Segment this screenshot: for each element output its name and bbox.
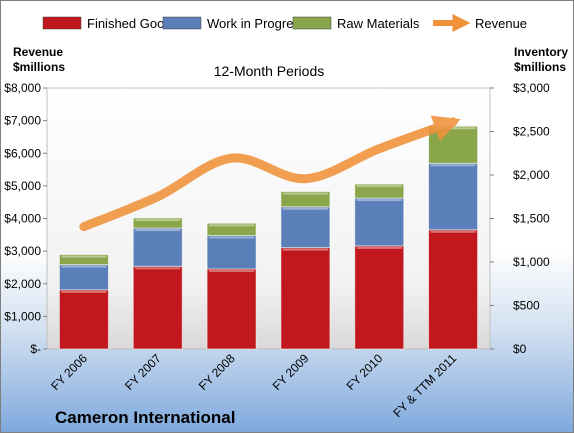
left-tick-label: $8,000: [4, 81, 41, 95]
bar-highlight: [282, 248, 328, 251]
bar-finished-goods: [280, 247, 331, 350]
bar-raw-materials: [132, 217, 183, 229]
bar-work-in-progress: [132, 227, 183, 267]
bar-highlight: [430, 230, 476, 233]
bar-finished-goods: [58, 289, 109, 350]
x-tick-label: FY 2009: [270, 351, 312, 393]
left-tick-label: $3,000: [4, 244, 41, 258]
bars: [58, 125, 479, 350]
bar-highlight: [61, 265, 107, 268]
bar-highlight: [61, 255, 107, 258]
bar-highlight: [135, 229, 181, 232]
bar-raw-materials: [280, 191, 331, 208]
bar-highlight: [282, 192, 328, 195]
bar-work-in-progress: [206, 234, 257, 270]
bar-work-in-progress: [280, 206, 331, 249]
right-tick-label: $0: [513, 342, 527, 356]
right-tick-label: $2,500: [513, 125, 550, 139]
bar-work-in-progress: [354, 197, 405, 247]
bar-highlight: [356, 185, 402, 188]
x-tick-label: FY 2008: [196, 351, 238, 393]
bar-highlight: [356, 199, 402, 202]
right-tick-label: $3,000: [513, 81, 550, 95]
left-axis: $- $1,000 $2,000 $3,000 $4,000 $5,000 $6,000 $7…: [4, 81, 47, 356]
bar-highlight: [430, 164, 476, 167]
legend-swatch-finished-goods: [42, 16, 82, 30]
x-tick-label: FY 2007: [122, 351, 164, 393]
left-tick-label: $1,000: [4, 309, 41, 323]
bar-highlight: [209, 269, 255, 272]
left-tick-label: $-: [30, 342, 41, 356]
left-axis-title-line2: $millions: [13, 60, 65, 74]
company-name: Cameron International: [55, 408, 235, 427]
left-tick-label: $6,000: [4, 146, 41, 160]
bar-highlight: [61, 290, 107, 293]
right-tick-label: $2,000: [513, 168, 550, 182]
bar-highlight: [356, 246, 402, 249]
legend: Finished Goods Work in Progress Raw Materi…: [42, 14, 527, 32]
legend-label-work-in-progress: Work in Progress: [207, 16, 307, 31]
x-tick-label: FY 2006: [48, 351, 90, 393]
revenue-line-path: [79, 115, 461, 232]
legend-label-finished-goods: Finished Goods: [87, 16, 179, 31]
bar-highlight: [209, 236, 255, 239]
right-axis-title-line2: $millions: [514, 60, 566, 74]
left-tick-label: $2,000: [4, 277, 41, 291]
bar-raw-materials: [206, 222, 257, 236]
bar-finished-goods: [206, 268, 257, 350]
revenue-line: [79, 115, 461, 232]
left-tick-label: $4,000: [4, 212, 41, 226]
right-axis: $0 $500 $1,000 $1,500 $2,000 $2,500 $3,000: [490, 81, 550, 356]
legend-swatch-raw-materials: [292, 16, 332, 30]
bar-raw-materials: [58, 254, 109, 266]
legend-label-revenue: Revenue: [475, 16, 527, 31]
bar-highlight: [135, 219, 181, 222]
x-tick-label: FY 2010: [344, 351, 386, 393]
bar-highlight: [209, 224, 255, 227]
legend-label-raw-materials: Raw Materials: [337, 16, 420, 31]
bar-finished-goods: [428, 229, 479, 350]
right-tick-label: $1,000: [513, 255, 550, 269]
bar-finished-goods: [132, 265, 183, 350]
bar-raw-materials: [354, 183, 405, 199]
chart-title: 12-Month Periods: [214, 63, 325, 79]
right-tick-label: $500: [513, 299, 540, 313]
bar-finished-goods: [354, 245, 405, 350]
right-axis-title-line1: Inventory: [514, 45, 568, 59]
right-tick-label: $1,500: [513, 212, 550, 226]
bar-work-in-progress: [58, 264, 109, 291]
bar-highlight: [282, 207, 328, 210]
bar-highlight: [135, 267, 181, 270]
left-axis-title-line1: Revenue: [13, 45, 63, 59]
left-tick-label: $7,000: [4, 114, 41, 128]
legend-swatch-work-in-progress: [162, 16, 202, 30]
left-tick-label: $5,000: [4, 179, 41, 193]
bar-work-in-progress: [428, 162, 479, 231]
x-tick-label: FY & TTM 2011: [390, 351, 459, 420]
